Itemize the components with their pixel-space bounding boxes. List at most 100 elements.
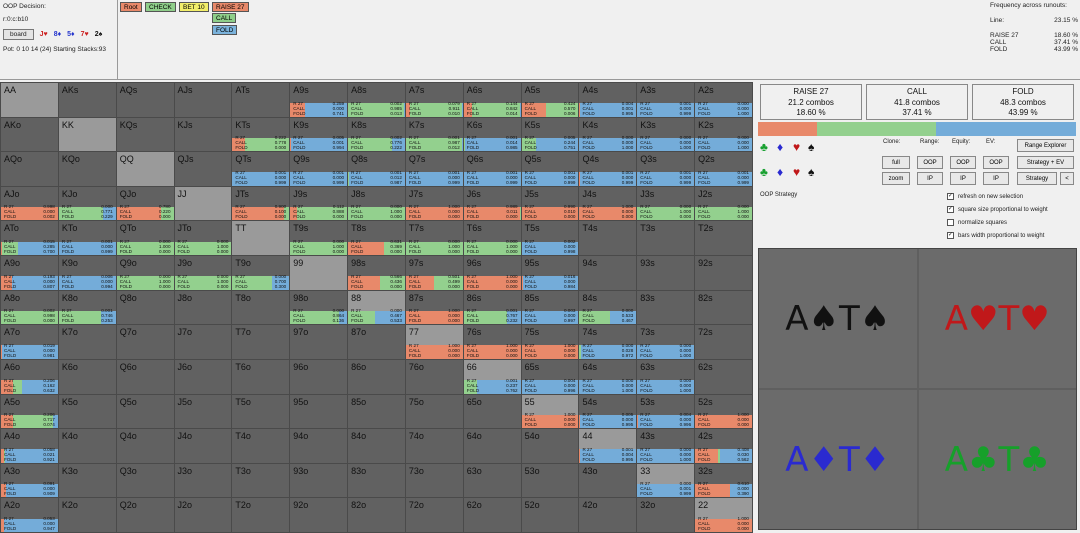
refresh-checkbox[interactable]: ✓ refresh on new selection bbox=[947, 193, 1023, 200]
range-explorer-button[interactable]: Range Explorer bbox=[1017, 139, 1074, 152]
hand-cell-52s[interactable]: R 27 1.000 CALL 0.000 FOLD 0.000 52s bbox=[695, 394, 752, 429]
hand-cell-J8s[interactable]: R 27 0.000 CALL 1.000 FOLD 0.000 J8s bbox=[348, 186, 405, 221]
hand-cell-93o[interactable]: 93o bbox=[290, 463, 348, 498]
hand-cell-Q2o[interactable]: Q2o bbox=[116, 498, 174, 532]
hand-cell-J4o[interactable]: J4o bbox=[174, 429, 232, 463]
hand-cell-42s[interactable]: R 27 0.408 CALL 0.030 FOLD 0.562 42s bbox=[695, 429, 752, 463]
hand-cell-J7o[interactable]: J7o bbox=[174, 325, 232, 359]
hand-cell-73s[interactable]: R 27 0.000 CALL 0.000 FOLD 1.000 73s bbox=[637, 325, 695, 359]
hand-cell-T8o[interactable]: T8o bbox=[232, 290, 290, 325]
hand-cell-Q8o[interactable]: Q8o bbox=[116, 290, 174, 325]
hand-cell-KTs[interactable]: R 27 0.222 CALL 0.778 FOLD 0.000 KTs bbox=[232, 117, 290, 152]
hand-cell-77[interactable]: R 27 1.000 CALL 0.000 FOLD 0.000 77 bbox=[405, 325, 463, 359]
hand-cell-97s[interactable]: R 27 0.501 CALL 0.499 FOLD 0.000 97s bbox=[405, 256, 463, 290]
heart-suit-icon[interactable]: ♥ bbox=[793, 165, 801, 179]
strategy-button[interactable]: Strategy bbox=[1017, 172, 1057, 185]
hand-cell-A4s[interactable]: R 27 0.004 CALL 0.001 FOLD 0.995 A4s bbox=[579, 83, 637, 117]
hand-cell-J2s[interactable]: R 27 0.000 CALL 1.000 FOLD 0.000 J2s bbox=[695, 186, 752, 221]
hand-cell-85o[interactable]: 85o bbox=[348, 394, 405, 429]
hand-cell-22[interactable]: R 27 1.000 CALL 0.000 FOLD 0.000 22 bbox=[695, 498, 752, 532]
hand-cell-J9o[interactable]: R 27 0.000 CALL 1.000 FOLD 0.000 J9o bbox=[174, 256, 232, 290]
hand-cell-KQs[interactable]: KQs bbox=[116, 117, 174, 152]
hand-cell-T4s[interactable]: T4s bbox=[579, 221, 637, 256]
hand-cell-K5s[interactable]: R 27 0.005 CALL 0.244 FOLD 0.751 K5s bbox=[521, 117, 579, 152]
ev-ip-button[interactable]: IP bbox=[983, 172, 1009, 185]
club-suit-icon[interactable]: ♣ bbox=[760, 140, 768, 154]
diamond-suit-icon[interactable]: ♦ bbox=[777, 165, 784, 179]
combo-clubs[interactable]: A♣T♣ bbox=[918, 390, 1076, 529]
spade-suit-icon[interactable]: ♠ bbox=[808, 140, 815, 154]
hand-cell-Q2s[interactable]: R 27 0.001 CALL 0.000 FOLD 0.999 Q2s bbox=[695, 152, 752, 186]
hand-cell-QTo[interactable]: R 27 0.000 CALL 1.000 FOLD 0.000 QTo bbox=[116, 221, 174, 256]
hand-cell-65s[interactable]: R 27 0.004 CALL 0.000 FOLD 0.996 65s bbox=[521, 359, 579, 394]
hand-cell-43s[interactable]: R 27 0.000 CALL 0.000 FOLD 1.000 43s bbox=[637, 429, 695, 463]
hand-cell-63s[interactable]: R 27 0.000 CALL 0.000 FOLD 1.000 63s bbox=[637, 359, 695, 394]
hand-cell-J6o[interactable]: J6o bbox=[174, 359, 232, 394]
hand-cell-Q3o[interactable]: Q3o bbox=[116, 463, 174, 498]
hand-cell-J8o[interactable]: J8o bbox=[174, 290, 232, 325]
hand-cell-A4o[interactable]: R 27 0.058 CALL 0.021 FOLD 0.921 A4o bbox=[1, 429, 58, 463]
club-suit-icon[interactable]: ♣ bbox=[760, 165, 768, 179]
hand-cell-T7s[interactable]: R 27 0.000 CALL 1.000 FOLD 0.000 T7s bbox=[405, 221, 463, 256]
hand-cell-AKo[interactable]: AKo bbox=[1, 117, 58, 152]
diamond-suit-icon[interactable]: ♦ bbox=[777, 140, 784, 154]
hand-cell-55[interactable]: R 27 1.000 CALL 0.000 FOLD 0.000 55 bbox=[521, 394, 579, 429]
hand-cell-T5o[interactable]: T5o bbox=[232, 394, 290, 429]
range-oop-button[interactable]: OOP bbox=[917, 156, 943, 169]
hand-cell-T6o[interactable]: T6o bbox=[232, 359, 290, 394]
hand-cell-94s[interactable]: 94s bbox=[579, 256, 637, 290]
normalize-checkbox[interactable]: normalize squares bbox=[947, 219, 1007, 226]
hand-cell-87s[interactable]: R 27 1.000 CALL 0.000 FOLD 0.000 87s bbox=[405, 290, 463, 325]
hand-cell-K4o[interactable]: K4o bbox=[58, 429, 116, 463]
hand-cell-62s[interactable]: 62s bbox=[695, 359, 752, 394]
combo-hearts[interactable]: A♥T♥ bbox=[918, 249, 1076, 388]
hand-cell-K6s[interactable]: R 27 0.001 CALL 0.014 FOLD 0.985 K6s bbox=[463, 117, 521, 152]
hand-cell-A8o[interactable]: R 27 0.002 CALL 0.998 FOLD 0.000 A8o bbox=[1, 290, 58, 325]
fold-summary-box[interactable]: FOLD 48.3 combos 43.99 % bbox=[972, 84, 1074, 120]
hand-cell-75s[interactable]: R 27 1.000 CALL 0.000 FOLD 0.000 75s bbox=[521, 325, 579, 359]
hand-cell-K8o[interactable]: R 27 0.001 CALL 0.746 FOLD 0.253 K8o bbox=[58, 290, 116, 325]
tree-node-call[interactable]: CALL bbox=[212, 13, 237, 23]
hand-cell-T4o[interactable]: T4o bbox=[232, 429, 290, 463]
hand-cell-Q4o[interactable]: Q4o bbox=[116, 429, 174, 463]
hand-cell-JTo[interactable]: R 27 0.000 CALL 1.000 FOLD 0.000 JTo bbox=[174, 221, 232, 256]
hand-cell-K7s[interactable]: R 27 0.001 CALL 0.987 FOLD 0.012 K7s bbox=[405, 117, 463, 152]
heart-suit-icon[interactable]: ♥ bbox=[793, 140, 801, 154]
hand-cell-Q5s[interactable]: R 27 0.001 CALL 0.000 FOLD 0.999 Q5s bbox=[521, 152, 579, 186]
hand-cell-33[interactable]: R 27 0.000 CALL 0.001 FOLD 0.999 33 bbox=[637, 463, 695, 498]
hand-cell-AQo[interactable]: AQo bbox=[1, 152, 58, 186]
hand-cell-Q5o[interactable]: Q5o bbox=[116, 394, 174, 429]
hand-cell-J2o[interactable]: J2o bbox=[174, 498, 232, 532]
hand-cell-96s[interactable]: R 27 1.000 CALL 0.000 FOLD 0.000 96s bbox=[463, 256, 521, 290]
hand-cell-T3s[interactable]: T3s bbox=[637, 221, 695, 256]
hand-cell-97o[interactable]: 97o bbox=[290, 325, 348, 359]
hand-cell-QJs[interactable]: QJs bbox=[174, 152, 232, 186]
hand-cell-62o[interactable]: 62o bbox=[463, 498, 521, 532]
call-summary-box[interactable]: CALL 41.8 combos 37.41 % bbox=[866, 84, 968, 120]
checkbox-box[interactable] bbox=[947, 219, 954, 226]
hand-cell-95o[interactable]: 95o bbox=[290, 394, 348, 429]
hand-cell-J5s[interactable]: R 27 0.990 CALL 0.010 FOLD 0.000 J5s bbox=[521, 186, 579, 221]
square-size-checkbox[interactable]: ✓ square size proportional to weight bbox=[947, 206, 1048, 213]
hand-cell-43o[interactable]: 43o bbox=[579, 463, 637, 498]
hand-cell-96o[interactable]: 96o bbox=[290, 359, 348, 394]
strategy-ev-button[interactable]: Strategy + EV bbox=[1017, 156, 1074, 169]
hand-cell-92o[interactable]: 92o bbox=[290, 498, 348, 532]
hand-cell-KK[interactable]: KK bbox=[58, 117, 116, 152]
hand-cell-99[interactable]: 99 bbox=[290, 256, 348, 290]
hand-cell-Q6o[interactable]: Q6o bbox=[116, 359, 174, 394]
hand-cell-83s[interactable]: 83s bbox=[637, 290, 695, 325]
tree-node-check[interactable]: CHECK bbox=[145, 2, 176, 12]
hand-cell-KTo[interactable]: R 27 0.001 CALL 0.000 FOLD 0.999 KTo bbox=[58, 221, 116, 256]
hand-cell-JTs[interactable]: R 27 0.900 CALL 0.100 FOLD 0.000 JTs bbox=[232, 186, 290, 221]
hand-cell-AJo[interactable]: R 27 0.998 CALL 0.000 FOLD 0.002 AJo bbox=[1, 186, 58, 221]
hand-cell-A9s[interactable]: R 27 0.259 CALL 0.000 FOLD 0.741 A9s bbox=[290, 83, 348, 117]
hand-cell-76s[interactable]: R 27 1.000 CALL 0.000 FOLD 0.000 76s bbox=[463, 325, 521, 359]
hand-cell-82o[interactable]: 82o bbox=[348, 498, 405, 532]
hand-cell-64o[interactable]: 64o bbox=[463, 429, 521, 463]
combo-diamonds[interactable]: A♦T♦ bbox=[759, 390, 917, 529]
hand-cell-J4s[interactable]: R 27 1.000 CALL 0.000 FOLD 0.000 J4s bbox=[579, 186, 637, 221]
hand-cell-QJo[interactable]: R 27 0.780 CALL 0.220 FOLD 0.000 QJo bbox=[116, 186, 174, 221]
hand-cell-A2o[interactable]: R 27 0.053 CALL 0.000 FOLD 0.947 A2o bbox=[1, 498, 58, 532]
hand-cell-T9s[interactable]: R 27 0.000 CALL 1.000 FOLD 0.000 T9s bbox=[290, 221, 348, 256]
